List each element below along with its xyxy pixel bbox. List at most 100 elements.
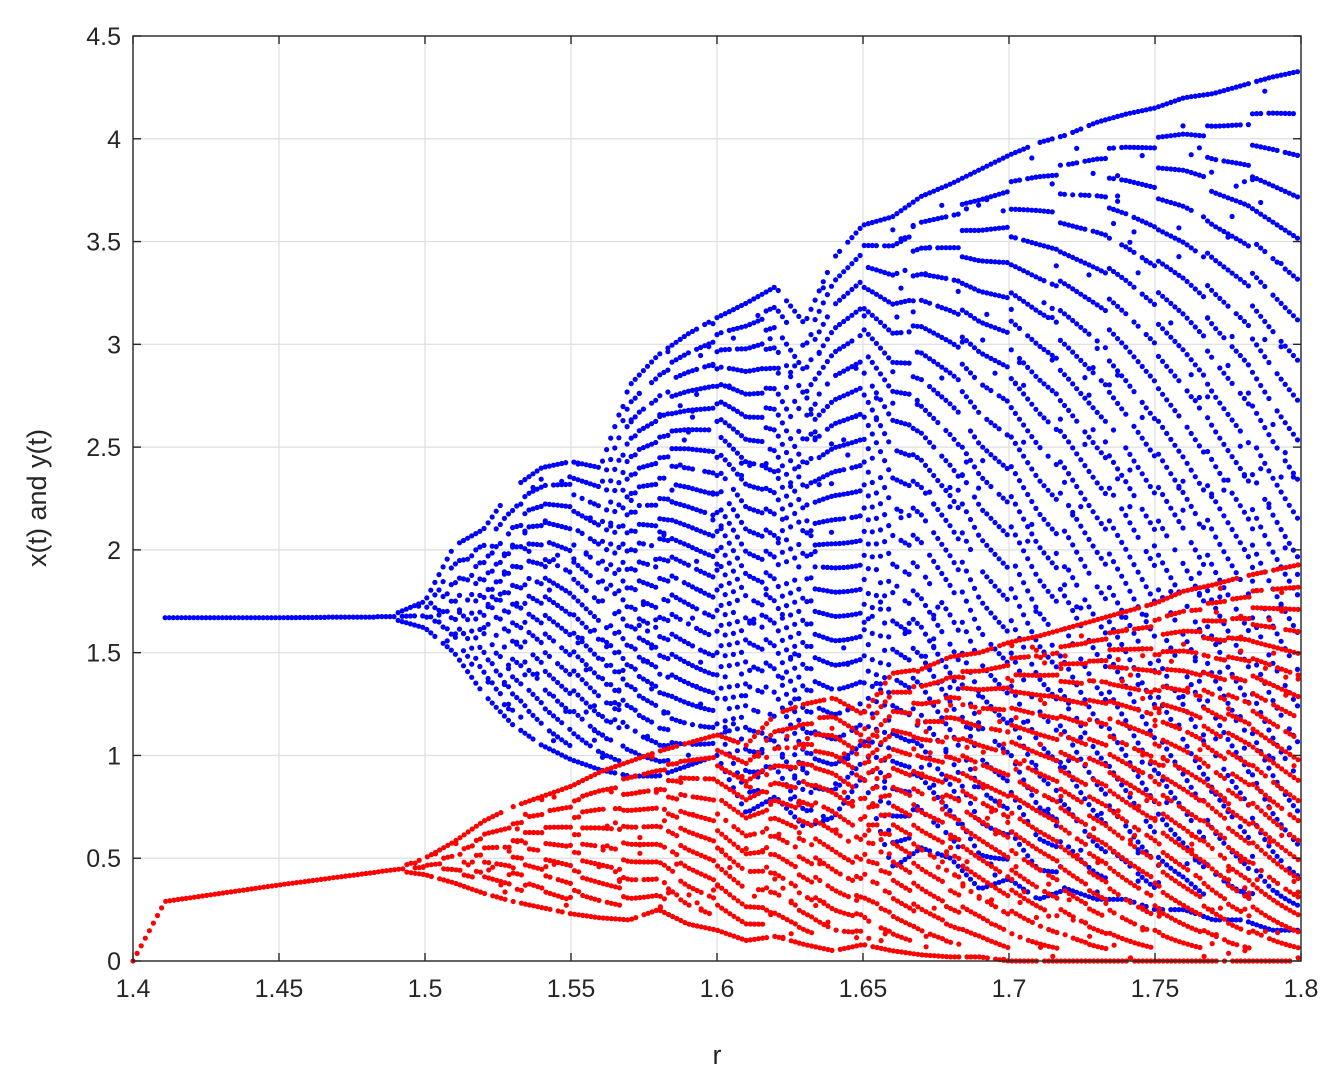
blue-data-point bbox=[857, 306, 863, 312]
blue-data-point bbox=[849, 440, 855, 446]
blue-data-point bbox=[1168, 133, 1174, 139]
blue-data-point bbox=[1008, 586, 1014, 592]
blue-data-point bbox=[734, 346, 741, 352]
red-data-point bbox=[224, 889, 230, 896]
red-data-point bbox=[441, 855, 447, 861]
blue-data-point bbox=[579, 737, 585, 743]
blue-data-point bbox=[1110, 525, 1117, 531]
blue-data-point bbox=[514, 622, 520, 628]
blue-data-point bbox=[783, 341, 790, 347]
blue-data-point bbox=[1123, 614, 1129, 621]
blue-data-point bbox=[162, 615, 168, 621]
blue-data-point bbox=[828, 399, 835, 405]
blue-data-point bbox=[1057, 490, 1063, 496]
blue-data-point bbox=[841, 269, 847, 275]
blue-data-point bbox=[685, 762, 692, 769]
red-data-point bbox=[506, 844, 512, 850]
blue-data-point bbox=[1200, 294, 1207, 300]
blue-data-point bbox=[775, 628, 781, 634]
blue-data-point bbox=[1021, 548, 1027, 554]
blue-data-point bbox=[546, 540, 553, 546]
blue-data-point bbox=[967, 256, 974, 262]
blue-data-point bbox=[673, 674, 679, 680]
blue-data-point bbox=[620, 469, 626, 476]
blue-data-point bbox=[812, 756, 818, 762]
blue-data-point bbox=[857, 562, 863, 568]
blue-data-point bbox=[865, 287, 871, 293]
blue-data-point bbox=[1258, 560, 1264, 566]
blue-data-point bbox=[473, 598, 479, 604]
blue-data-point bbox=[959, 254, 965, 260]
blue-data-point bbox=[939, 305, 945, 311]
blue-data-point bbox=[910, 223, 916, 230]
blue-data-point bbox=[1294, 739, 1301, 745]
blue-data-point bbox=[824, 314, 831, 320]
blue-data-point bbox=[1147, 373, 1153, 379]
blue-data-point bbox=[1225, 267, 1231, 273]
red-data-point bbox=[477, 852, 484, 858]
blue-data-point bbox=[1053, 172, 1059, 178]
blue-data-point bbox=[571, 649, 577, 655]
blue-data-point bbox=[906, 629, 912, 635]
red-data-point bbox=[518, 801, 525, 807]
blue-data-point bbox=[481, 525, 487, 532]
blue-data-point bbox=[685, 601, 692, 607]
red-data-point bbox=[502, 880, 508, 886]
blue-data-point bbox=[1213, 326, 1219, 332]
blue-data-point bbox=[738, 541, 745, 547]
blue-data-point bbox=[612, 591, 618, 597]
blue-data-point bbox=[1249, 206, 1256, 212]
blue-data-point bbox=[1094, 193, 1100, 199]
blue-data-point bbox=[804, 518, 810, 524]
blue-data-point bbox=[971, 315, 978, 321]
red-data-point bbox=[441, 845, 447, 851]
blue-data-point bbox=[575, 640, 581, 646]
blue-data-point bbox=[1192, 132, 1198, 138]
blue-data-point bbox=[779, 549, 786, 555]
blue-data-point bbox=[1049, 560, 1055, 566]
blue-data-point bbox=[587, 610, 593, 616]
blue-data-point bbox=[1278, 489, 1284, 495]
blue-data-point bbox=[297, 614, 303, 621]
blue-data-point bbox=[706, 651, 712, 657]
blue-data-point bbox=[906, 202, 912, 208]
blue-data-point bbox=[591, 651, 598, 657]
blue-data-point bbox=[514, 603, 520, 609]
blue-data-point bbox=[734, 304, 741, 311]
blue-data-point bbox=[714, 721, 720, 727]
blue-data-point bbox=[1225, 736, 1231, 743]
red-data-point bbox=[273, 882, 279, 889]
blue-data-point bbox=[861, 222, 867, 228]
blue-data-point bbox=[1160, 525, 1166, 532]
blue-data-point bbox=[1135, 871, 1141, 877]
blue-data-point bbox=[771, 304, 777, 311]
blue-data-point bbox=[595, 617, 602, 623]
blue-data-point bbox=[865, 517, 871, 523]
blue-data-point bbox=[702, 630, 708, 636]
blue-data-point bbox=[1016, 355, 1023, 362]
blue-data-point bbox=[898, 652, 904, 658]
blue-data-point bbox=[751, 438, 757, 444]
red-data-point bbox=[522, 811, 529, 818]
red-data-point bbox=[404, 869, 410, 875]
blue-data-point bbox=[849, 235, 855, 241]
red-data-point bbox=[535, 904, 541, 910]
blue-data-point bbox=[534, 560, 540, 566]
blue-data-point bbox=[1078, 656, 1084, 662]
blue-data-point bbox=[534, 636, 540, 642]
blue-data-point bbox=[902, 205, 908, 211]
blue-data-point bbox=[1037, 511, 1043, 518]
blue-data-point bbox=[1270, 512, 1276, 518]
blue-data-point bbox=[955, 536, 961, 542]
blue-data-point bbox=[669, 463, 675, 469]
red-data-point bbox=[453, 867, 459, 873]
red-data-point bbox=[567, 824, 574, 830]
blue-data-point bbox=[591, 595, 598, 601]
red-data-point bbox=[306, 878, 312, 884]
blue-data-point bbox=[371, 614, 377, 620]
blue-data-point bbox=[890, 758, 896, 764]
blue-data-point bbox=[636, 540, 642, 546]
blue-data-point bbox=[1286, 110, 1292, 117]
blue-data-point bbox=[1037, 676, 1043, 683]
blue-data-point bbox=[1033, 274, 1039, 280]
